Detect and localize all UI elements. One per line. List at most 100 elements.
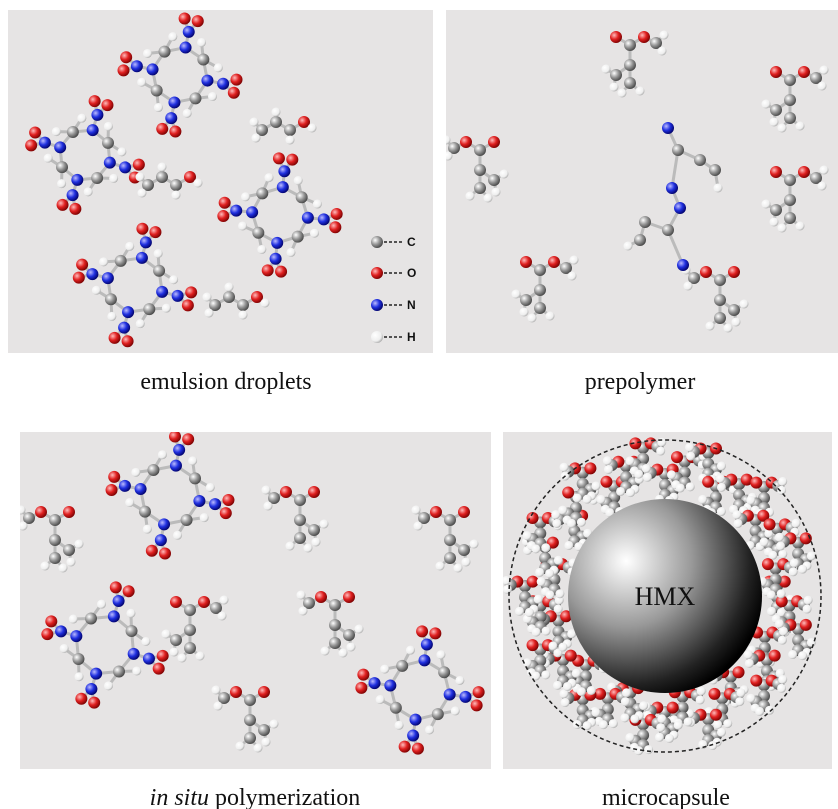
atom [523,531,532,540]
atom [138,189,147,198]
atom [157,650,169,662]
atom [75,693,87,705]
atom [91,109,103,121]
atom [158,518,170,530]
atom [791,519,800,528]
atom [72,653,84,665]
atom [54,141,66,153]
atom [294,514,306,526]
legend-atom [371,267,383,279]
atom [706,322,715,331]
atom [610,31,622,43]
atom [577,518,586,527]
atom [168,32,177,41]
atom [750,477,762,489]
atom [746,694,755,703]
atom [159,46,171,58]
atom [131,468,140,477]
atom [634,234,646,246]
atom [568,272,577,281]
atom [59,564,68,573]
atom [69,203,81,215]
atom [625,733,634,742]
atom [198,596,210,608]
atom [355,625,364,634]
atom [554,605,563,614]
atom [656,723,665,732]
atom [49,552,61,564]
atom [188,456,197,465]
atom [77,114,86,123]
atom [770,218,779,227]
atom [736,688,745,697]
atom [25,139,37,151]
atom [407,729,419,741]
atom [162,630,171,639]
caption-italic: in situ [150,785,209,809]
atom [122,306,134,318]
atom [665,734,674,743]
caption-text: polymerization [215,785,360,809]
atom [228,87,240,99]
atom [39,137,51,149]
atom [610,83,619,92]
atom [162,304,171,313]
atom [320,520,329,529]
atom [136,319,145,328]
atom [125,242,134,251]
atom [686,482,695,491]
atom [789,567,798,576]
atom [674,202,686,214]
atom [642,464,651,473]
atom [636,87,645,96]
atom [122,335,134,347]
atom [244,694,256,706]
atom [724,324,733,333]
atom [156,123,168,135]
atom [455,676,464,685]
atom [225,283,234,292]
atom [117,147,126,156]
atom [584,462,596,474]
atom [262,264,274,276]
atom [87,124,99,136]
atom [432,708,444,720]
atom [716,474,725,483]
atom [784,212,796,224]
atom [520,256,532,268]
atom [294,494,306,506]
atom [67,558,76,567]
atom [765,706,774,715]
atom [657,714,666,723]
atom [310,229,319,238]
atom [339,649,348,658]
atom [35,506,47,518]
atom [55,625,67,637]
atom [430,506,442,518]
atom [137,78,146,87]
atom [170,648,179,657]
atom [534,595,543,604]
atom [178,654,187,663]
atom [760,537,769,546]
atom [563,682,572,691]
atom [779,627,788,636]
atom [192,15,204,27]
atom [466,192,475,201]
atom [438,666,450,678]
atom [183,109,192,118]
atom [312,538,321,547]
atom [474,164,486,176]
atom [125,498,134,507]
atom [639,701,648,710]
atom [740,300,749,309]
legend-label: H [407,330,416,344]
atom [131,60,143,72]
atom [564,541,573,550]
atom [548,641,557,650]
atom [41,562,50,571]
atom [796,222,805,231]
atom [570,256,579,265]
atom [136,173,145,182]
atom [436,562,445,571]
